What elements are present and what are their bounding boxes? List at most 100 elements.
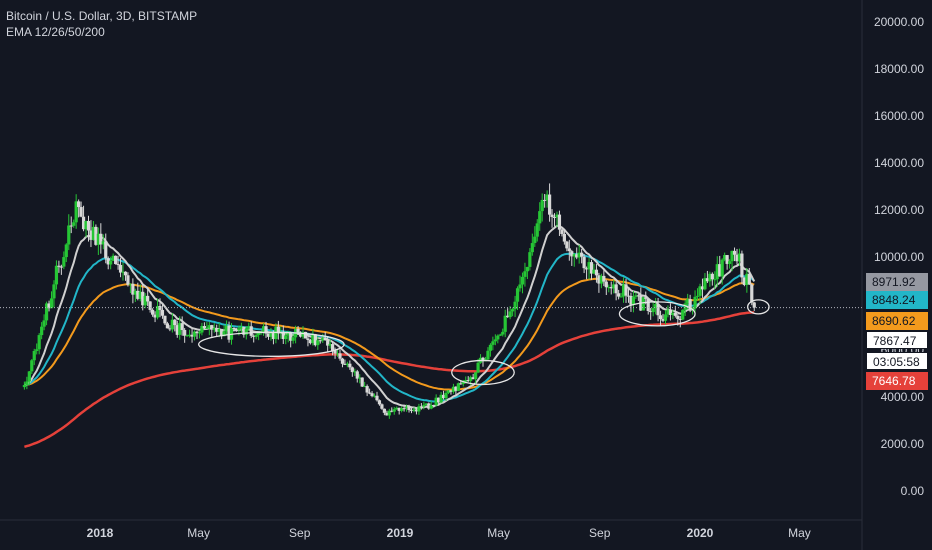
- candle-body: [148, 301, 152, 310]
- candle-body: [459, 383, 463, 385]
- candle-body: [202, 326, 206, 329]
- candle-body: [444, 392, 448, 399]
- candle-body: [599, 275, 603, 284]
- candle-body: [498, 334, 502, 336]
- candle-body: [698, 286, 702, 296]
- candle-body: [72, 222, 76, 226]
- candle-body: [151, 309, 155, 315]
- candle-body: [266, 333, 271, 337]
- candle-body: [296, 328, 300, 333]
- candle-body: [400, 408, 404, 411]
- candle-body: [387, 410, 391, 416]
- candle-body: [523, 271, 527, 277]
- candle-body: [111, 255, 115, 261]
- candle-body: [104, 241, 108, 259]
- candle-body: [212, 327, 216, 330]
- candle-body: [407, 406, 411, 411]
- candle-body: [141, 291, 145, 306]
- candle-body: [133, 290, 137, 295]
- highlight-ellipse[interactable]: [618, 301, 696, 327]
- candle-body: [89, 230, 93, 240]
- candle-body: [99, 233, 103, 245]
- candle-body: [350, 367, 354, 373]
- candle-body: [69, 225, 73, 227]
- candle-body: [752, 302, 756, 308]
- candle-body: [59, 266, 63, 268]
- candle-body: [301, 331, 305, 337]
- candle-body: [281, 331, 285, 340]
- candle-body: [417, 406, 421, 412]
- candle-body: [328, 344, 332, 346]
- candle-body: [385, 412, 389, 416]
- candle-body: [745, 273, 749, 286]
- highlight-ellipse[interactable]: [197, 331, 345, 357]
- candle-body: [409, 410, 414, 412]
- highlight-ellipse[interactable]: [451, 359, 515, 386]
- chart-legend: Bitcoin / U.S. Dollar, 3D, BITSTAMP EMA …: [6, 8, 197, 40]
- highlight-ellipse[interactable]: [747, 299, 770, 315]
- candle-body: [358, 377, 362, 379]
- candle-body: [612, 284, 616, 289]
- candle-body: [723, 255, 727, 260]
- candle-body: [454, 386, 458, 391]
- candle-body: [247, 326, 251, 329]
- candle-body: [441, 394, 446, 399]
- candle-body: [27, 371, 31, 382]
- candle-body: [567, 248, 571, 252]
- candle-body: [663, 314, 668, 321]
- candle-body: [636, 295, 640, 297]
- candle-body: [471, 377, 475, 380]
- candle-body: [737, 253, 742, 262]
- candle-body: [587, 262, 591, 270]
- x-tick-label: May: [187, 526, 210, 540]
- candle-body: [197, 332, 202, 334]
- candle-body: [77, 201, 81, 208]
- candle-body: [333, 350, 337, 354]
- legend-title: Bitcoin / U.S. Dollar, 3D, BITSTAMP: [6, 9, 198, 23]
- candle-body: [195, 331, 199, 334]
- candle-body: [22, 384, 26, 388]
- candle-body: [461, 381, 465, 384]
- candle-body: [289, 332, 293, 341]
- candle-body: [382, 408, 386, 413]
- candle-body: [404, 406, 409, 409]
- candle-body: [589, 262, 594, 274]
- candle-body: [671, 312, 675, 316]
- candle-body: [397, 407, 401, 411]
- candle-body: [705, 278, 709, 282]
- candle-body: [520, 276, 525, 285]
- candle-body: [681, 309, 685, 320]
- candle-body: [190, 334, 194, 337]
- y-tick-label: 12000.00: [873, 202, 924, 217]
- candle-body: [367, 392, 372, 394]
- candle-body: [380, 404, 384, 409]
- candle-body: [513, 301, 517, 310]
- legend-indicator: EMA 12/26/50/200: [6, 25, 105, 39]
- candle-body: [508, 311, 512, 318]
- candle-body: [222, 331, 226, 337]
- candle-body: [153, 314, 157, 318]
- candle-body: [25, 381, 29, 385]
- candle-body: [592, 269, 596, 274]
- candle-body: [673, 312, 677, 316]
- candle-body: [525, 266, 529, 272]
- candle-body: [165, 323, 169, 329]
- candle-body: [237, 328, 241, 331]
- candle-body: [683, 303, 687, 310]
- candle-body: [730, 250, 734, 262]
- candle-body: [390, 410, 394, 412]
- candle-body: [303, 331, 308, 339]
- candle-body: [210, 325, 214, 330]
- candle-body: [535, 223, 539, 237]
- candle-body: [414, 409, 419, 412]
- candle-body: [629, 295, 633, 305]
- candle-body: [355, 371, 359, 379]
- candle-body: [419, 406, 423, 408]
- candle-body: [474, 372, 478, 380]
- candle-body: [96, 233, 100, 245]
- candle-body: [572, 254, 576, 257]
- candle-body: [291, 337, 295, 341]
- candle-body: [183, 329, 187, 336]
- candle-body: [370, 393, 374, 397]
